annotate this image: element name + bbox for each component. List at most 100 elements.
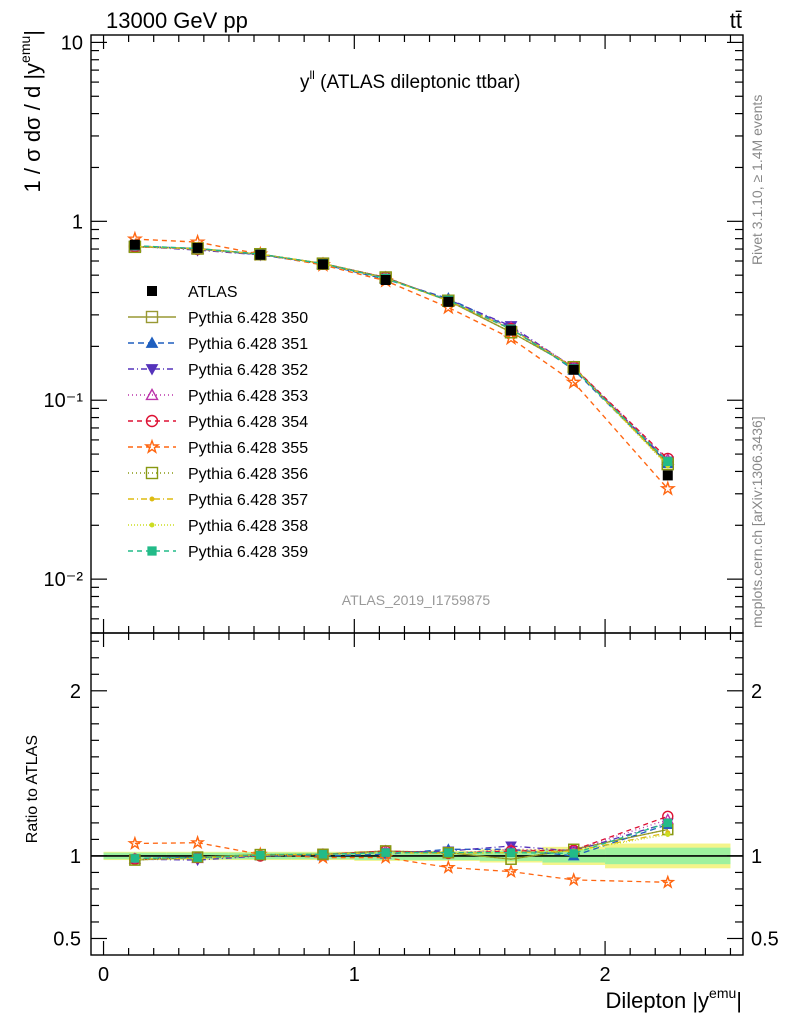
atlas-data-point xyxy=(568,364,579,375)
atlas-data-point xyxy=(317,259,328,270)
atlas-data-point xyxy=(662,470,673,481)
ratio-point xyxy=(318,850,328,859)
ratio-point xyxy=(127,835,143,850)
legend-marker xyxy=(149,522,155,528)
ratio-point xyxy=(566,871,582,887)
atlas-data-point xyxy=(380,274,391,285)
ratio-point xyxy=(193,853,202,862)
atlas-data-point xyxy=(255,249,266,260)
legend-marker xyxy=(145,364,159,376)
ratio-point xyxy=(190,834,206,850)
series-point xyxy=(565,373,582,390)
process-label: tt̄ xyxy=(730,8,742,33)
ratio-panel-frame xyxy=(90,632,744,956)
atlas-data-layer xyxy=(129,239,673,481)
ratio-y-tick-label-right: 0.5 xyxy=(751,928,779,950)
legend-entry: Pythia 6.428 352 xyxy=(128,362,308,379)
ratio-line xyxy=(134,822,669,860)
y-tick-label: 10⁻² xyxy=(44,569,84,591)
atlas-data-point xyxy=(506,325,517,336)
energy-label: 13000 GeV pp xyxy=(106,8,248,33)
ratio-point xyxy=(660,874,676,889)
ratio-y-tick-label: 2 xyxy=(70,681,81,703)
axis-ticks: 0 1 2 10 1 10⁻¹ 10⁻² 0.5 0.5 1 1 2 2 xyxy=(44,32,779,986)
legend-label: Pythia 6.428 357 xyxy=(188,492,308,509)
series-358 xyxy=(132,243,671,469)
legend-label: Pythia 6.428 355 xyxy=(188,440,308,457)
legend-marker xyxy=(145,414,159,428)
series-357 xyxy=(132,243,671,468)
x-tick-label: 1 xyxy=(349,964,360,986)
ratio-y-tick-label: 1 xyxy=(70,846,81,868)
ratio-point xyxy=(506,848,516,857)
series-352 xyxy=(128,241,675,468)
legend-label: Pythia 6.428 358 xyxy=(188,518,308,535)
series-line xyxy=(134,245,669,466)
ratio-y-tick-label-right: 1 xyxy=(751,846,762,868)
ratio-line xyxy=(134,842,668,883)
ratio-point xyxy=(444,848,453,857)
series-point xyxy=(659,480,676,496)
legend-entry: Pythia 6.428 355 xyxy=(128,438,308,457)
series-350 xyxy=(128,240,674,471)
ratio-y-tick-label: 0.5 xyxy=(53,928,81,950)
legend-entry: Pythia 6.428 354 xyxy=(128,414,308,431)
main-y-axis-label: 1 / σ dσ / d |yemu| xyxy=(17,30,45,192)
x-tick-label: 2 xyxy=(600,964,611,986)
legend-label: Pythia 6.428 353 xyxy=(188,388,308,405)
legend-label: ATLAS xyxy=(188,284,238,301)
ratio-point xyxy=(440,859,456,874)
x-axis-label: Dilepton |yemu| xyxy=(606,985,743,1013)
ratio-point xyxy=(503,863,519,879)
legend-marker xyxy=(143,438,161,454)
ratio-point xyxy=(381,848,390,857)
ratio-point xyxy=(256,850,265,860)
atlas-data-point xyxy=(443,296,454,307)
legend-marker xyxy=(145,466,159,480)
series-line xyxy=(134,246,669,465)
legend-marker xyxy=(147,286,157,296)
ratio-y-axis-label: Ratio to ATLAS xyxy=(24,735,41,843)
legend-marker xyxy=(147,546,157,556)
atlas-data-point xyxy=(192,242,203,253)
ratio-point xyxy=(665,831,671,837)
legend-marker xyxy=(145,388,159,401)
legend-entry: Pythia 6.428 350 xyxy=(128,310,308,327)
ratio-series-359 xyxy=(130,818,673,863)
legend-entry: Pythia 6.428 357 xyxy=(128,492,308,509)
legend: ATLAS Pythia 6.428 350 Pythia 6.428 351 Pyt… xyxy=(128,284,308,561)
ratio-y-tick-label-right: 2 xyxy=(751,681,762,703)
ratio-point xyxy=(663,818,673,828)
plot-title: yll (ATLAS dileptonic ttbar) xyxy=(300,68,520,93)
legend-entry: Pythia 6.428 351 xyxy=(128,336,308,353)
series-line xyxy=(134,245,669,467)
series-point xyxy=(663,456,673,467)
ratio-point xyxy=(130,854,140,863)
legend-marker xyxy=(145,310,159,324)
legend-entry: ATLAS xyxy=(147,284,238,301)
legend-entry: Pythia 6.428 358 xyxy=(128,518,308,535)
ratio-series-layer xyxy=(127,810,676,889)
atlas-data-point xyxy=(129,239,140,250)
series-line xyxy=(134,245,669,462)
y-tick-label: 10⁻¹ xyxy=(44,390,84,412)
series-line xyxy=(134,246,669,465)
series-point xyxy=(502,329,520,346)
ratio-point xyxy=(569,849,578,858)
legend-entry: Pythia 6.428 353 xyxy=(128,388,308,405)
legend-marker xyxy=(145,336,159,348)
legend-label: Pythia 6.428 359 xyxy=(188,544,308,561)
y-tick-label: 1 xyxy=(72,211,83,233)
series-356 xyxy=(128,240,674,471)
legend-entry: Pythia 6.428 356 xyxy=(128,466,308,483)
y-tick-label: 10 xyxy=(61,32,83,54)
legend-label: Pythia 6.428 352 xyxy=(188,362,308,379)
x-tick-label: 0 xyxy=(98,964,109,986)
rivet-version-text: Rivet 3.1.10, ≥ 1.4M events xyxy=(749,95,765,265)
legend-entry: Pythia 6.428 359 xyxy=(128,544,308,561)
legend-label: Pythia 6.428 350 xyxy=(188,310,308,327)
source-text: mcplots.cern.ch [arXiv:1306.3436] xyxy=(749,416,765,628)
series-351 xyxy=(128,239,675,469)
series-359 xyxy=(130,241,673,467)
